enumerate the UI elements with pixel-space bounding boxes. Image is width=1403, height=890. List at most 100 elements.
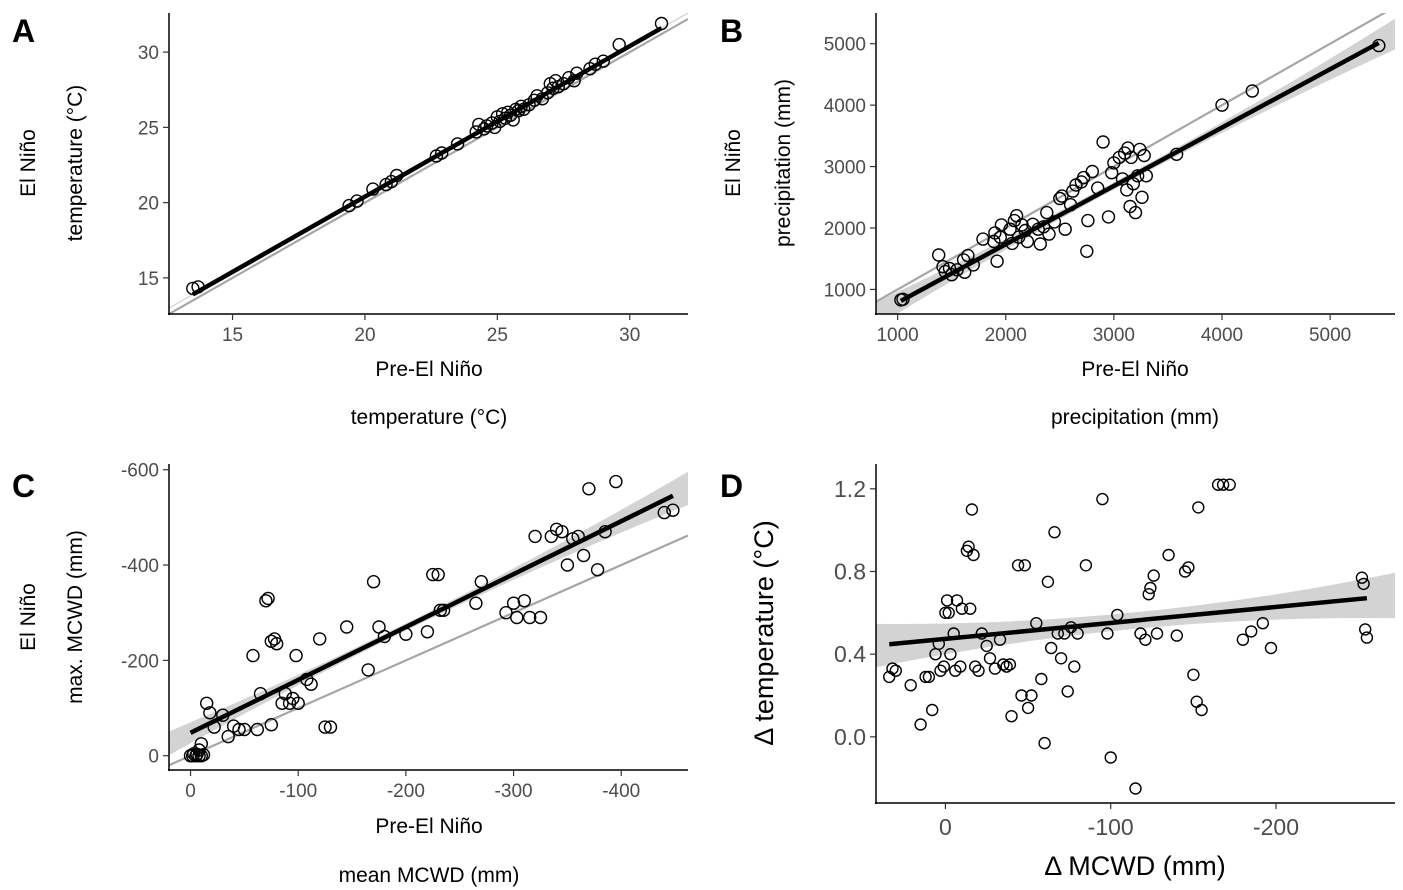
- data-point: [366, 575, 381, 589]
- data-point: [431, 567, 445, 582]
- data-point: [1104, 751, 1117, 764]
- regression-line: [189, 493, 674, 735]
- data-point: [1058, 222, 1072, 236]
- data-point: [1245, 84, 1260, 98]
- data-point: [340, 620, 354, 634]
- data-point: [596, 54, 610, 68]
- data-point: [1042, 227, 1056, 241]
- data-point: [1139, 633, 1152, 646]
- data-point: [433, 603, 447, 617]
- plot-area: [169, 471, 688, 767]
- data-point: [555, 525, 569, 539]
- y-tick-label: 25: [138, 118, 159, 139]
- data-point: [965, 503, 979, 516]
- x-axis-title: Pre-El Niño: [1081, 358, 1188, 381]
- data-point: [1147, 569, 1160, 582]
- data-point: [1162, 548, 1175, 562]
- data-point: [342, 198, 356, 213]
- data-point: [1055, 189, 1069, 203]
- data-point: [1096, 492, 1109, 506]
- panel-b: 1000 2000 3000 4000 5000 1000 2000 3000 4000 5000…: [720, 13, 1395, 429]
- data-point: [962, 540, 975, 553]
- data-point: [318, 720, 332, 734]
- data-point: [1104, 165, 1119, 180]
- x-tick-label: 0: [185, 781, 196, 802]
- y-tick-label: -200: [121, 651, 159, 672]
- data-point: [1048, 526, 1061, 539]
- data-point: [1068, 660, 1081, 673]
- data-point: [528, 529, 542, 544]
- data-point: [1076, 170, 1091, 185]
- data-point: [199, 696, 214, 710]
- data-point: [1101, 210, 1116, 224]
- data-point: [192, 743, 206, 757]
- data-point: [1192, 501, 1205, 514]
- data-point: [1041, 575, 1055, 588]
- data-point: [350, 194, 364, 208]
- panel-d: 0 -100 -200 0.0 0.4 0.8 1.2 Δ MCWD (mm) Δ temper…: [720, 464, 1395, 881]
- regression-line: [889, 595, 1368, 647]
- x-tick-label: 2000: [985, 325, 1027, 346]
- y-axis-title: Δ temperature (°C): [749, 520, 779, 745]
- x-tick-label: -100: [279, 781, 317, 802]
- x-tick-label: -200: [387, 781, 425, 802]
- data-point: [523, 610, 537, 625]
- data-point: [246, 648, 260, 663]
- plot-area: [876, 13, 1395, 314]
- data-point: [1081, 213, 1095, 228]
- data-point: [1358, 623, 1372, 636]
- x-tick-label: 5000: [1309, 325, 1351, 346]
- x-tick-label: 3000: [1093, 325, 1135, 346]
- data-point: [506, 596, 521, 610]
- data-point: [955, 602, 969, 615]
- data-point: [221, 729, 235, 744]
- x-tick-label: 20: [354, 325, 375, 346]
- regression-line: [191, 26, 663, 297]
- y-tick-label: 0.0: [834, 724, 866, 750]
- data-point: [937, 660, 950, 673]
- data-point: [980, 639, 993, 653]
- panel-a: 15 20 25 30 15 20 25 30 Pre-El Niño temperature (…: [12, 13, 688, 429]
- data-point: [889, 664, 902, 677]
- data-point: [997, 658, 1010, 671]
- data-point: [1040, 205, 1054, 220]
- data-point: [1079, 559, 1093, 572]
- data-point: [1054, 652, 1068, 665]
- data-point: [972, 664, 985, 677]
- data-point: [264, 718, 278, 732]
- data-point: [304, 677, 318, 691]
- data-point: [1044, 641, 1058, 655]
- data-point: [186, 281, 200, 296]
- x-tick-label: -200: [1253, 814, 1299, 840]
- y-tick-label: 15: [138, 269, 159, 290]
- data-point: [1096, 135, 1110, 149]
- x-tick-label: 30: [619, 325, 640, 346]
- plot-area: [169, 13, 688, 314]
- y-axis-title: precipitation (mm): [772, 79, 795, 247]
- data-point: [1355, 571, 1369, 584]
- data-point: [1025, 689, 1038, 702]
- data-point: [886, 662, 899, 675]
- x-tick-label: 15: [222, 325, 243, 346]
- data-point: [1035, 672, 1048, 686]
- y-tick-label: 0.4: [834, 641, 866, 667]
- y-tick-label: 1.2: [834, 476, 866, 502]
- data-point: [582, 482, 596, 496]
- data-point: [1000, 660, 1013, 673]
- x-tick-label: -300: [495, 781, 533, 802]
- x-axis-title: Pre-El Niño: [375, 815, 482, 838]
- data-point: [1066, 184, 1080, 198]
- y-axis-title: temperature (°C): [64, 85, 87, 242]
- y-axis-title: El Niño: [722, 129, 745, 197]
- data-point: [994, 218, 1009, 232]
- x-tick-label: 25: [487, 325, 508, 346]
- y-tick-label: 4000: [824, 96, 866, 117]
- data-point: [1033, 237, 1048, 251]
- data-point: [932, 248, 946, 262]
- data-point: [1256, 617, 1270, 630]
- x-axis-title: mean MCWD (mm): [339, 864, 520, 887]
- data-point: [510, 610, 524, 625]
- data-point: [919, 670, 932, 684]
- x-axis-title: precipitation (mm): [1051, 406, 1219, 429]
- data-point: [1018, 559, 1032, 572]
